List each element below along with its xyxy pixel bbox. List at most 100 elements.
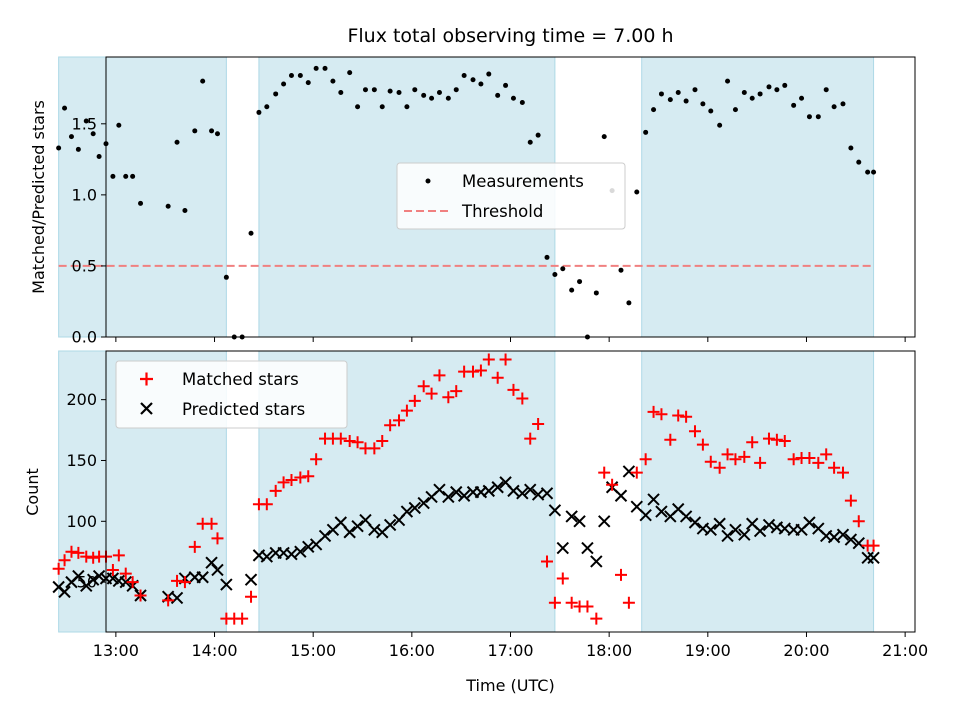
matched-point bbox=[532, 417, 545, 430]
matched-point bbox=[556, 572, 569, 585]
legend-matched-label: Matched stars bbox=[182, 370, 299, 389]
measurement-point bbox=[799, 95, 805, 101]
observing-band bbox=[641, 350, 875, 633]
y-tick-label: 1.5 bbox=[72, 114, 97, 133]
measurement-point bbox=[774, 87, 780, 93]
matched-point bbox=[778, 435, 791, 448]
predicted-point bbox=[334, 516, 348, 529]
matched-point bbox=[729, 453, 742, 466]
y-tick-label: 200 bbox=[66, 390, 97, 409]
bottom-y-axis-label: Count bbox=[23, 468, 42, 516]
matched-point bbox=[590, 612, 603, 625]
matched-point bbox=[351, 436, 364, 449]
matched-point bbox=[277, 476, 290, 489]
matched-point bbox=[384, 419, 397, 432]
measurement-point bbox=[223, 274, 229, 280]
measurement-point bbox=[338, 90, 344, 96]
measurement-point bbox=[387, 88, 393, 94]
matched-point bbox=[762, 432, 775, 445]
measurement-point bbox=[692, 87, 698, 93]
matched-point bbox=[812, 456, 825, 469]
predicted-point bbox=[753, 524, 767, 538]
predicted-point bbox=[803, 516, 816, 529]
measurement-points bbox=[56, 65, 877, 340]
matched-point bbox=[178, 576, 191, 589]
matched-point bbox=[205, 517, 218, 530]
measurement-point bbox=[174, 139, 180, 145]
predicted-point bbox=[302, 540, 315, 554]
matched-point bbox=[655, 408, 668, 421]
measurement-point bbox=[871, 169, 877, 175]
predicted-point bbox=[573, 515, 586, 528]
x-tick-label: 20:00 bbox=[783, 641, 829, 660]
measurement-point bbox=[552, 271, 558, 277]
matched-point bbox=[787, 453, 800, 466]
matched-point bbox=[65, 545, 78, 558]
measurement-point bbox=[322, 65, 328, 71]
measurement-point bbox=[840, 101, 846, 107]
measurement-point bbox=[643, 129, 649, 135]
matched-point bbox=[713, 461, 726, 474]
legend-predicted-label: Predicted stars bbox=[182, 400, 305, 419]
predicted-point bbox=[72, 569, 85, 583]
measurement-point bbox=[651, 107, 657, 113]
measurement-point bbox=[527, 139, 533, 145]
measurement-point bbox=[379, 104, 385, 110]
matched-point bbox=[803, 452, 816, 465]
predicted-point bbox=[507, 484, 520, 498]
matched-point bbox=[852, 515, 865, 528]
measurement-point bbox=[116, 122, 122, 128]
matched-point bbox=[524, 432, 537, 445]
predicted-point bbox=[86, 573, 100, 586]
measurement-point bbox=[68, 134, 74, 140]
predicted-point bbox=[729, 523, 742, 537]
matched-point bbox=[260, 498, 273, 511]
matched-point bbox=[491, 371, 504, 384]
measurement-point bbox=[823, 87, 829, 93]
predicted-point bbox=[836, 528, 850, 541]
measurement-point bbox=[782, 82, 788, 88]
predicted-point bbox=[713, 517, 726, 530]
matched-point bbox=[688, 425, 701, 438]
predicted-point bbox=[211, 563, 224, 577]
measurement-point bbox=[461, 72, 467, 78]
predicted-point bbox=[524, 483, 537, 496]
predicted-point bbox=[433, 483, 446, 496]
predicted-point bbox=[581, 541, 594, 555]
measurement-point bbox=[519, 99, 525, 105]
y-tick-label: 100 bbox=[66, 512, 97, 531]
measurement-point bbox=[470, 77, 476, 83]
predicted-point bbox=[343, 526, 356, 539]
matched-point bbox=[425, 387, 438, 400]
measurement-point bbox=[806, 114, 812, 120]
predicted-point bbox=[844, 533, 858, 546]
matched-point bbox=[606, 478, 619, 491]
measurement-point bbox=[626, 300, 632, 306]
measurement-point bbox=[347, 70, 353, 76]
measurement-point bbox=[138, 200, 144, 206]
predicted-point bbox=[655, 505, 668, 518]
predicted-point bbox=[170, 591, 184, 605]
matched-point bbox=[269, 484, 282, 497]
matched-point bbox=[672, 409, 685, 422]
bottom-y-ticks: 50 100 150 200 bbox=[66, 390, 106, 592]
x-tick-label: 19:00 bbox=[685, 641, 731, 660]
predicted-point bbox=[852, 536, 865, 550]
measurement-point bbox=[288, 72, 294, 78]
measurement-point bbox=[725, 78, 731, 84]
measurement-point bbox=[510, 95, 516, 101]
matched-point bbox=[581, 600, 594, 613]
predicted-point bbox=[639, 509, 652, 522]
predicted-point bbox=[704, 523, 717, 537]
matched-point bbox=[408, 394, 421, 407]
matched-point bbox=[368, 442, 381, 455]
bottom-x-axis-label: Time (UTC) bbox=[465, 676, 554, 695]
measurement-point bbox=[371, 87, 377, 93]
predicted-point bbox=[482, 484, 496, 498]
measurement-point bbox=[256, 109, 262, 115]
predicted-point bbox=[565, 510, 578, 523]
bottom-x-ticks: 13:00 14:00 15:00 16:00 17:00 18:00 19:00 20:00… bbox=[93, 632, 928, 660]
measurement-point bbox=[421, 92, 427, 98]
measurement-point bbox=[110, 173, 116, 179]
matched-point bbox=[58, 554, 71, 567]
